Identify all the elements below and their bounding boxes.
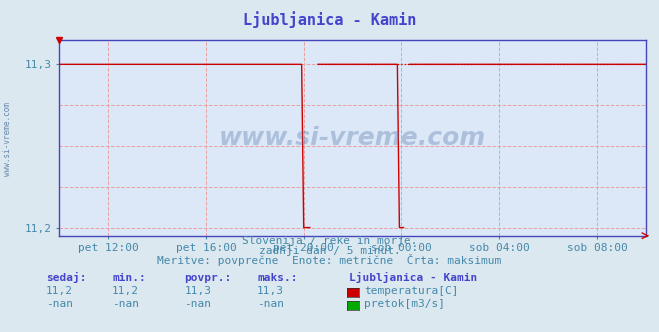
Text: povpr.:: povpr.: <box>185 273 232 283</box>
Text: www.si-vreme.com: www.si-vreme.com <box>219 126 486 150</box>
Text: Ljubljanica - Kamin: Ljubljanica - Kamin <box>349 272 478 283</box>
Text: 11,3: 11,3 <box>185 286 212 296</box>
Text: pretok[m3/s]: pretok[m3/s] <box>364 299 445 309</box>
Text: www.si-vreme.com: www.si-vreme.com <box>3 103 13 176</box>
Text: Slovenija / reke in morje.: Slovenija / reke in morje. <box>242 236 417 246</box>
Text: 11,2: 11,2 <box>112 286 139 296</box>
Text: sedaj:: sedaj: <box>46 272 86 283</box>
Text: 11,2: 11,2 <box>46 286 73 296</box>
Text: Meritve: povprečne  Enote: metrične  Črta: maksimum: Meritve: povprečne Enote: metrične Črta:… <box>158 254 501 266</box>
Text: -nan: -nan <box>257 299 284 309</box>
Text: -nan: -nan <box>46 299 73 309</box>
Text: -nan: -nan <box>112 299 139 309</box>
Text: -nan: -nan <box>185 299 212 309</box>
Text: maks.:: maks.: <box>257 273 297 283</box>
Text: 11,3: 11,3 <box>257 286 284 296</box>
Text: zadnji dan / 5 minut.: zadnji dan / 5 minut. <box>258 246 401 256</box>
Text: temperatura[C]: temperatura[C] <box>364 286 459 296</box>
Text: min.:: min.: <box>112 273 146 283</box>
Text: Ljubljanica - Kamin: Ljubljanica - Kamin <box>243 12 416 29</box>
